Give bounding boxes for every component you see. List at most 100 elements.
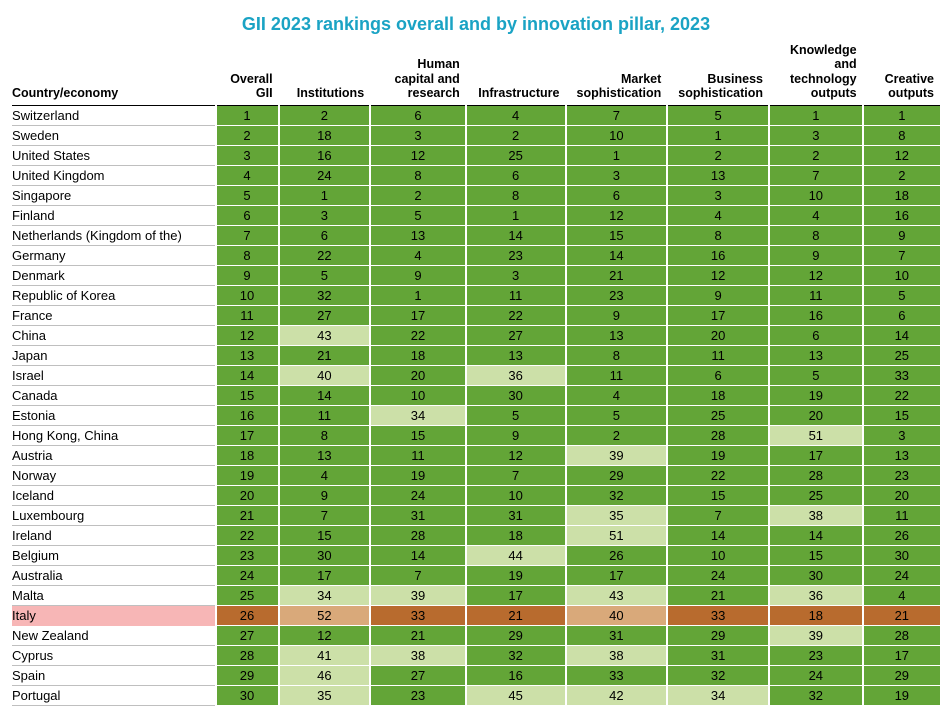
- rank-institutions: 46: [279, 665, 371, 685]
- rank-human: 22: [370, 325, 466, 345]
- rank-creative: 12: [863, 145, 940, 165]
- rank-human: 19: [370, 465, 466, 485]
- rank-infra: 8: [466, 185, 566, 205]
- rank-market: 13: [566, 325, 668, 345]
- col-header-institutions: Institutions: [279, 41, 371, 105]
- rank-institutions: 1: [279, 185, 371, 205]
- rank-business: 32: [667, 665, 769, 685]
- rank-infra: 22: [466, 305, 566, 325]
- rank-overall: 27: [216, 625, 279, 645]
- rank-market: 40: [566, 605, 668, 625]
- rank-infra: 19: [466, 565, 566, 585]
- table-row: France11271722917166: [12, 305, 940, 325]
- rank-market: 1: [566, 145, 668, 165]
- rank-business: 9: [667, 285, 769, 305]
- rank-market: 4: [566, 385, 668, 405]
- rank-institutions: 41: [279, 645, 371, 665]
- rank-overall: 8: [216, 245, 279, 265]
- rank-infra: 4: [466, 105, 566, 125]
- rank-business: 2: [667, 145, 769, 165]
- rank-knowledge: 3: [769, 125, 863, 145]
- rank-creative: 28: [863, 625, 940, 645]
- rank-business: 15: [667, 485, 769, 505]
- rank-infra: 29: [466, 625, 566, 645]
- rank-infra: 12: [466, 445, 566, 465]
- rank-human: 39: [370, 585, 466, 605]
- table-row: Austria1813111239191713: [12, 445, 940, 465]
- rank-overall: 10: [216, 285, 279, 305]
- table-row: Iceland209241032152520: [12, 485, 940, 505]
- rank-human: 4: [370, 245, 466, 265]
- rank-knowledge: 2: [769, 145, 863, 165]
- table-row: Estonia16113455252015: [12, 405, 940, 425]
- rank-institutions: 34: [279, 585, 371, 605]
- rank-overall: 25: [216, 585, 279, 605]
- rank-institutions: 12: [279, 625, 371, 645]
- rank-infra: 44: [466, 545, 566, 565]
- rank-infra: 18: [466, 525, 566, 545]
- table-row: Switzerland12647511: [12, 105, 940, 125]
- rank-business: 8: [667, 225, 769, 245]
- rank-human: 28: [370, 525, 466, 545]
- rank-overall: 17: [216, 425, 279, 445]
- rank-human: 5: [370, 205, 466, 225]
- col-header-creative: Creativeoutputs: [863, 41, 940, 105]
- rank-overall: 22: [216, 525, 279, 545]
- rank-market: 33: [566, 665, 668, 685]
- country-name: Sweden: [12, 125, 216, 145]
- rank-market: 15: [566, 225, 668, 245]
- country-name: United Kingdom: [12, 165, 216, 185]
- table-row: Sweden2183210138: [12, 125, 940, 145]
- rank-human: 23: [370, 685, 466, 705]
- col-header-infra: Infrastructure: [466, 41, 566, 105]
- table-row: Portugal3035234542343219: [12, 685, 940, 705]
- rank-creative: 26: [863, 525, 940, 545]
- rank-knowledge: 18: [769, 605, 863, 625]
- rank-human: 38: [370, 645, 466, 665]
- rank-creative: 23: [863, 465, 940, 485]
- rank-infra: 9: [466, 425, 566, 445]
- rank-human: 3: [370, 125, 466, 145]
- rank-creative: 21: [863, 605, 940, 625]
- country-name: Switzerland: [12, 105, 216, 125]
- rank-institutions: 14: [279, 385, 371, 405]
- table-row: Hong Kong, China178159228513: [12, 425, 940, 445]
- table-row: Netherlands (Kingdom of the)76131415889: [12, 225, 940, 245]
- rank-overall: 6: [216, 205, 279, 225]
- table-row: Norway19419729222823: [12, 465, 940, 485]
- table-row: Denmark959321121210: [12, 265, 940, 285]
- rank-knowledge: 12: [769, 265, 863, 285]
- rank-knowledge: 7: [769, 165, 863, 185]
- rank-overall: 13: [216, 345, 279, 365]
- table-row: Finland6351124416: [12, 205, 940, 225]
- table-row: Japan132118138111325: [12, 345, 940, 365]
- rank-human: 14: [370, 545, 466, 565]
- rank-institutions: 11: [279, 405, 371, 425]
- rank-institutions: 15: [279, 525, 371, 545]
- rank-creative: 1: [863, 105, 940, 125]
- country-name: United States: [12, 145, 216, 165]
- rank-overall: 4: [216, 165, 279, 185]
- country-name: Cyprus: [12, 645, 216, 665]
- rank-human: 34: [370, 405, 466, 425]
- rank-institutions: 30: [279, 545, 371, 565]
- rank-market: 10: [566, 125, 668, 145]
- rank-creative: 29: [863, 665, 940, 685]
- table-row: Italy2652332140331821: [12, 605, 940, 625]
- rank-knowledge: 14: [769, 525, 863, 545]
- rank-knowledge: 20: [769, 405, 863, 425]
- rankings-table: Country/economyOverall GIIInstitutionsHu…: [12, 41, 940, 706]
- rank-business: 7: [667, 505, 769, 525]
- rank-human: 21: [370, 625, 466, 645]
- rank-institutions: 27: [279, 305, 371, 325]
- rank-business: 34: [667, 685, 769, 705]
- rank-knowledge: 10: [769, 185, 863, 205]
- rank-creative: 3: [863, 425, 940, 445]
- rank-infra: 7: [466, 465, 566, 485]
- rank-creative: 11: [863, 505, 940, 525]
- country-name: Austria: [12, 445, 216, 465]
- rank-infra: 6: [466, 165, 566, 185]
- country-name: Luxembourg: [12, 505, 216, 525]
- country-name: Belgium: [12, 545, 216, 565]
- rank-creative: 33: [863, 365, 940, 385]
